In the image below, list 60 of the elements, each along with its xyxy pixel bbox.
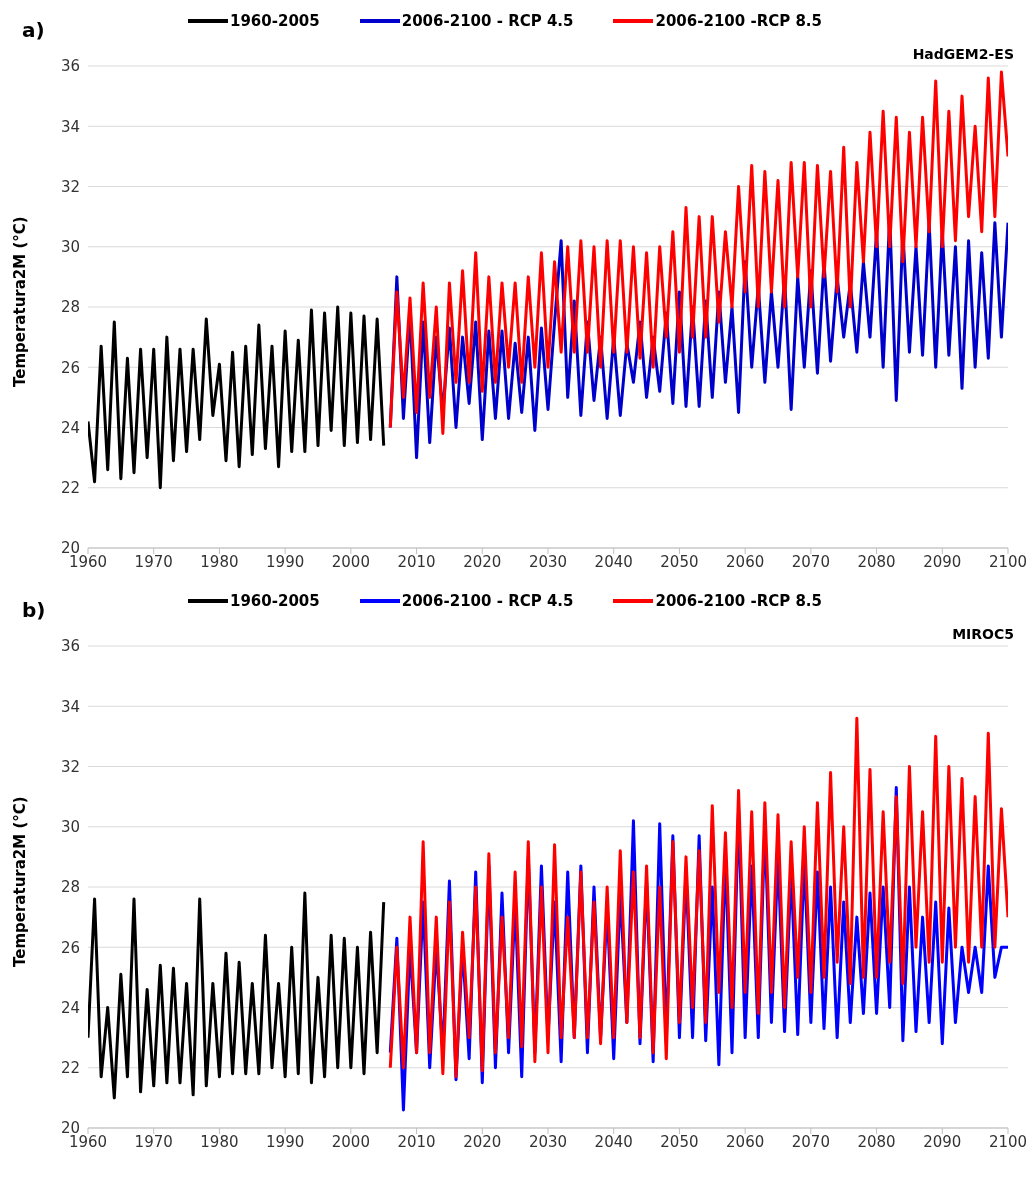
y-tick-label: 26 — [60, 938, 80, 957]
x-tick-label: 2010 — [397, 552, 436, 571]
x-tick-label: 1990 — [266, 1132, 305, 1151]
x-tick-label: 2100 — [988, 552, 1028, 571]
x-tick-label: 2000 — [331, 1132, 370, 1151]
x-tick-label: 1980 — [200, 552, 239, 571]
text: HadGEM2-ES — [912, 46, 1014, 62]
x-tick-label: 2070 — [791, 1132, 830, 1151]
x-tick-label: 2100 — [988, 1132, 1028, 1151]
y-axis-title: Temperatura2M (°C) — [11, 216, 30, 387]
y-tick-label: 28 — [60, 298, 80, 317]
x-tick-label: 2090 — [923, 1132, 962, 1151]
y-tick-label: 28 — [60, 878, 80, 897]
y-tick-label: 24 — [60, 418, 80, 437]
y-tick-label: 34 — [60, 697, 80, 716]
line-series — [388, 716, 1008, 1079]
x-tick-label: 2050 — [660, 552, 699, 571]
x-tick-label: 1970 — [134, 1132, 173, 1151]
x-tick-label: 2040 — [594, 552, 633, 571]
legend-label: 1960-2005 — [230, 592, 320, 610]
chart-title: a) — [22, 18, 45, 42]
x-tick-label: 2060 — [726, 1132, 765, 1151]
y-tick-label: 30 — [60, 238, 80, 257]
y-tick-label: 26 — [60, 358, 80, 377]
x-tick-label: 2040 — [594, 1132, 633, 1151]
x-tick-label: 2020 — [463, 1132, 502, 1151]
y-tick-label: 22 — [60, 479, 80, 498]
chart-title: b) — [22, 598, 46, 622]
line-series — [88, 305, 386, 490]
x-tick-label: 2050 — [660, 1132, 699, 1151]
x-tick-label: 1980 — [200, 1132, 239, 1151]
y-tick-label: 36 — [60, 637, 80, 656]
line-series — [88, 891, 386, 1100]
y-tick-label: 24 — [60, 998, 80, 1017]
legend-label: 2006-2100 - RCP 4.5 — [401, 592, 574, 610]
y-tick-label: 30 — [60, 818, 80, 837]
x-tick-label: 2000 — [331, 552, 370, 571]
x-tick-label: 2030 — [528, 1132, 568, 1151]
x-tick-label: 2080 — [857, 552, 896, 571]
text: MIROC5 — [952, 626, 1014, 642]
y-tick-label: 32 — [60, 177, 80, 196]
y-tick-label: 32 — [60, 757, 80, 776]
x-tick-label: 2060 — [726, 552, 765, 571]
x-tick-label: 2030 — [528, 552, 568, 571]
legend-label: 2006-2100 - RCP 4.5 — [401, 12, 574, 30]
x-tick-label: 2020 — [463, 552, 502, 571]
x-tick-label: 2010 — [397, 1132, 436, 1151]
y-tick-label: 34 — [60, 117, 80, 136]
legend-label: 1960-2005 — [230, 12, 320, 30]
x-tick-label: 2080 — [857, 1132, 896, 1151]
legend-label: 2006-2100 -RCP 8.5 — [655, 12, 823, 30]
x-tick-label: 1990 — [266, 552, 305, 571]
legend-label: 2006-2100 -RCP 8.5 — [655, 592, 823, 610]
x-tick-label: 2070 — [791, 552, 830, 571]
y-tick-label: 22 — [60, 1059, 80, 1078]
line-series — [388, 70, 1008, 436]
y-tick-label: 36 — [60, 57, 80, 76]
x-tick-label: 1970 — [134, 552, 173, 571]
x-tick-label: 2090 — [923, 552, 962, 571]
y-axis-title: Temperatura2M (°C) — [11, 796, 30, 967]
